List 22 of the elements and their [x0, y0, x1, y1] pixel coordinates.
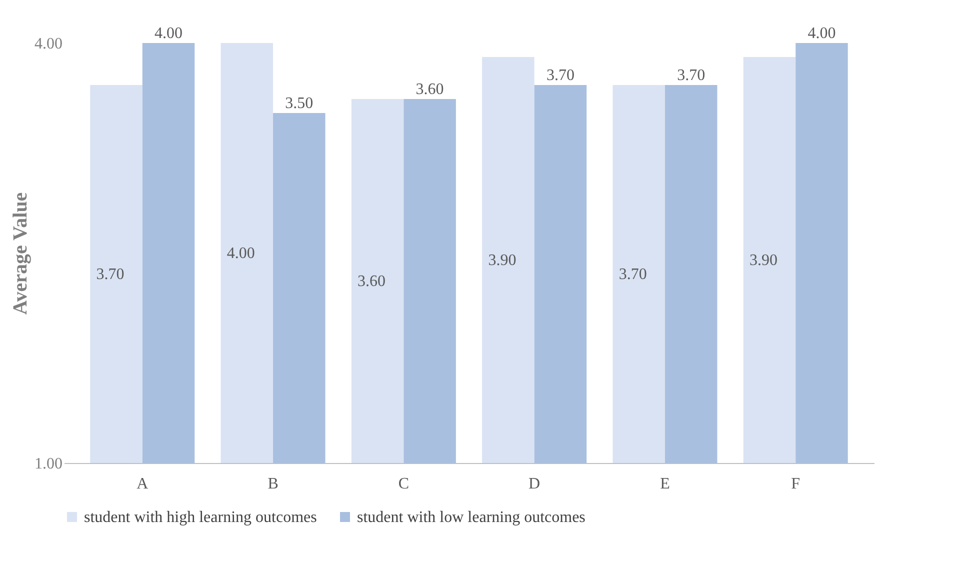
legend-label: student with low learning outcomes: [357, 509, 586, 526]
data-label: 3.90: [488, 252, 516, 269]
data-label: 4.00: [154, 25, 183, 42]
data-label: 3.90: [749, 252, 778, 269]
data-label: 4.00: [226, 245, 255, 262]
data-label: 3.60: [416, 81, 444, 98]
x-tick-label: D: [528, 476, 540, 492]
data-label: 3.70: [96, 266, 124, 283]
x-tick-label: C: [398, 476, 410, 492]
x-tick-label: B: [268, 476, 278, 492]
x-tick-label: A: [136, 476, 149, 492]
y-axis-title: Average Value: [10, 192, 32, 315]
data-label: 3.50: [285, 95, 314, 112]
data-label: 4.00: [808, 25, 836, 42]
legend-label: student with high learning outcomes: [84, 509, 317, 526]
data-label: 3.70: [677, 67, 706, 84]
data-label: 3.70: [618, 266, 647, 283]
data-label: 3.70: [546, 67, 574, 84]
data-label: 3.60: [358, 273, 386, 290]
x-tick-label: E: [660, 476, 670, 492]
y-tick-label: 1.00: [34, 456, 62, 472]
x-tick-label: F: [791, 476, 800, 492]
